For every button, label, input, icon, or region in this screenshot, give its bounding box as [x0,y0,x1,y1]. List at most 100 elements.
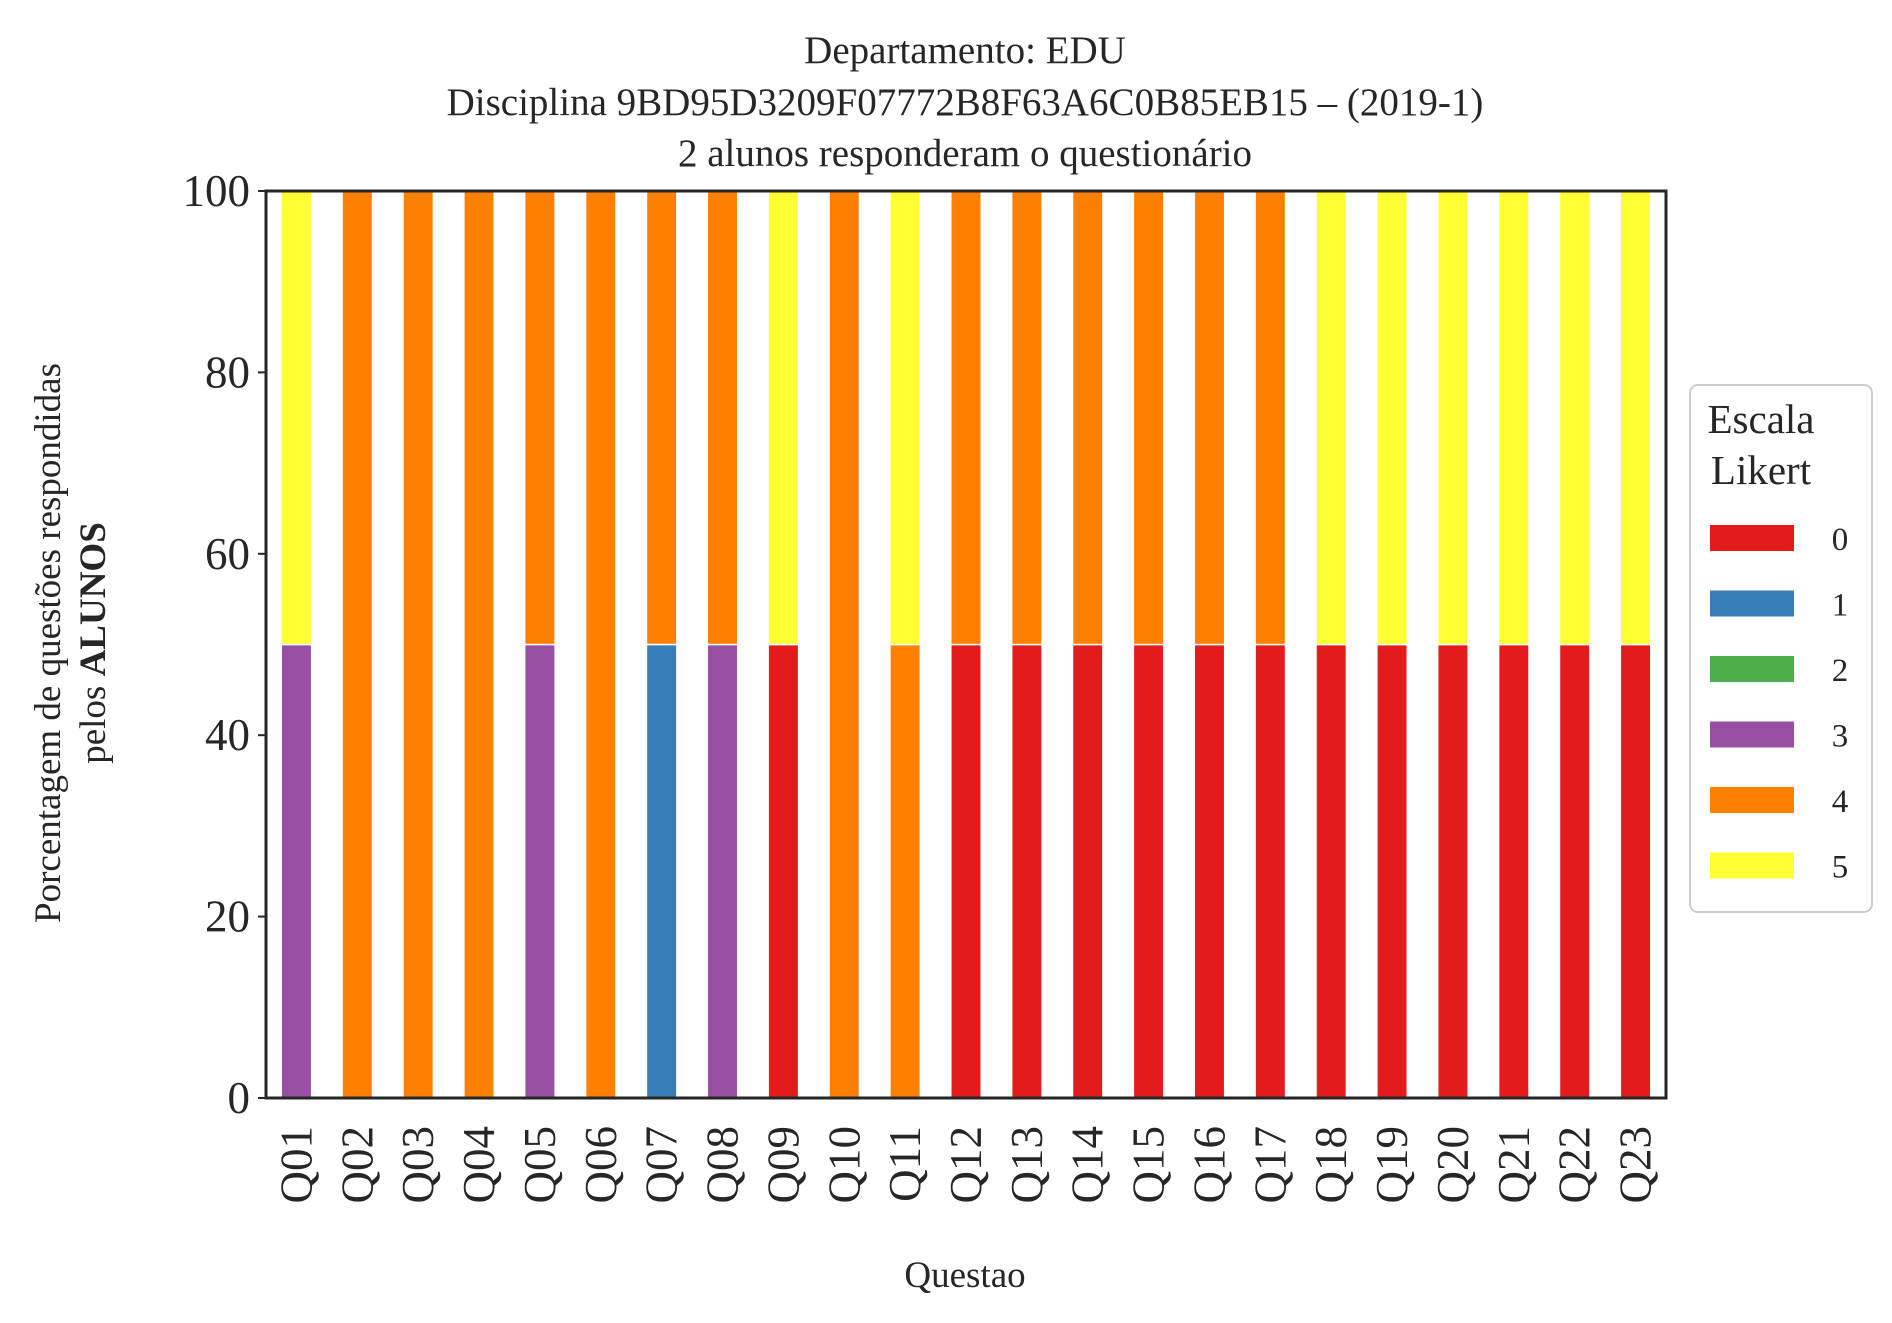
bar-q18-level-0 [1315,643,1348,1099]
legend-label-0: 0 [1832,522,1849,558]
legend-title-line-1: Escala [1708,396,1815,442]
legend-swatch-4 [1710,787,1794,813]
x-tick-label: Q08 [698,1126,748,1204]
bar-q01-level-5 [280,190,313,646]
bar-q22-level-0 [1558,643,1591,1099]
bar-q22-level-5 [1558,190,1591,646]
bar-q18-level-5 [1315,190,1348,646]
chart-title-line-2: Disciplina 9BD95D3209F07772B8F63A6C0B85E… [447,81,1484,124]
chart-title-line-1: Departamento: EDU [804,29,1126,72]
legend-swatch-2 [1710,656,1794,682]
legend-box [1689,384,1873,913]
x-tick-label: Q19 [1367,1126,1417,1204]
y-tick-label: 60 [205,529,250,579]
legend-swatch-3 [1710,721,1794,748]
x-tick-group: Q01 Q02 Q03 Q04 Q05 Q06 Q07 Q08 Q09 Q10 Q11 Q12 Q13 Q… [271,1126,1660,1204]
x-tick-label: Q17 [1245,1126,1295,1204]
y-axis-label-prefix: pelos [73,676,114,763]
x-tick-label: Q16 [1184,1126,1234,1204]
bar-q11-level-5 [889,190,922,646]
bar-q16-level-0 [1193,643,1226,1099]
y-axis-label-bold: ALUNOS [73,522,114,676]
bar-q16-level-4 [1193,190,1226,646]
bar-q20-level-0 [1436,643,1469,1099]
bar-q11-level-4 [889,643,922,1099]
bar-group [280,190,1652,1099]
x-tick-label: Q22 [1550,1126,1600,1204]
bar-q05-level-4 [523,190,556,646]
bar-q08-level-3 [706,643,739,1099]
bar-q07-level-1 [645,643,678,1099]
bar-q09-level-0 [767,643,800,1099]
bar-q14-level-0 [1071,643,1104,1099]
x-tick-label: Q02 [332,1126,382,1204]
bar-q17-level-0 [1254,643,1287,1099]
x-tick-label: Q03 [393,1126,443,1204]
bar-q19-level-5 [1376,190,1409,646]
bar-q19-level-0 [1376,643,1409,1099]
x-tick-label: Q07 [637,1126,687,1204]
y-tick-group: 0 20 40 60 80 100 [183,166,266,1123]
bar-q06-level-4 [584,190,617,1099]
bar-q12-level-0 [950,643,982,1099]
x-tick-label: Q14 [1063,1126,1113,1204]
y-tick-label: 100 [183,166,251,216]
bar-q20-level-5 [1436,190,1469,646]
bar-q21-level-0 [1497,643,1530,1099]
bar-q07-level-4 [645,190,678,646]
bar-q15-level-0 [1132,643,1165,1099]
legend-label-2: 2 [1832,653,1849,689]
x-tick-label: Q09 [758,1126,808,1204]
bar-q03-level-4 [402,190,435,1099]
bar-q10-level-4 [828,190,861,1099]
x-tick-label: Q12 [941,1126,991,1204]
legend-label-4: 4 [1832,784,1849,820]
x-tick-label: Q23 [1611,1126,1661,1204]
x-tick-label: Q13 [1002,1126,1052,1204]
bar-q21-level-5 [1497,190,1530,646]
bar-q05-level-3 [523,643,556,1099]
bar-q23-level-0 [1619,643,1652,1099]
plot-frame [264,189,1668,1100]
x-axis-label: Questao [904,1255,1025,1296]
bar-q15-level-4 [1132,190,1165,646]
y-axis-label: Porcentagem de questões respondidas pelo… [28,363,114,923]
legend-swatch-1 [1710,590,1794,617]
bar-q08-level-4 [706,190,739,646]
bar-q13-level-0 [1010,643,1043,1099]
x-tick-label: Q04 [454,1126,504,1204]
legend-title-line-2: Likert [1711,447,1812,493]
legend-swatch-0 [1710,525,1794,551]
x-tick-label: Q10 [819,1126,869,1204]
legend-swatch-5 [1710,852,1794,879]
legend-items: 0 1 2 3 4 5 [1710,522,1848,886]
y-tick-label: 20 [205,892,250,942]
x-tick-label: Q11 [880,1126,930,1202]
x-tick-label: Q20 [1428,1126,1478,1204]
bar-q14-level-4 [1071,190,1104,646]
bar-q23-level-5 [1619,190,1652,646]
bar-q13-level-4 [1010,190,1043,646]
legend: Escala Likert 0 1 2 3 4 5 [1689,384,1873,913]
bar-q01-level-3 [280,643,313,1099]
x-tick-label: Q01 [271,1126,321,1204]
x-tick-label: Q21 [1489,1126,1539,1204]
bar-q17-level-4 [1254,190,1287,646]
bar-q09-level-5 [767,190,800,646]
legend-label-3: 3 [1832,719,1849,755]
x-tick-label: Q18 [1306,1126,1356,1204]
y-tick-label: 40 [205,710,250,760]
bar-q12-level-4 [950,190,982,646]
bar-q04-level-4 [463,190,496,1099]
chart-title-line-3: 2 alunos responderam o questionário [678,132,1252,175]
legend-label-1: 1 [1832,588,1849,624]
bar-q02-level-4 [341,190,374,1099]
y-axis-label-line-2: pelos ALUNOS [73,522,114,764]
x-tick-label: Q05 [515,1126,565,1204]
x-tick-label: Q15 [1124,1126,1174,1204]
y-axis-label-line-1: Porcentagem de questões respondidas [28,363,69,923]
legend-label-5: 5 [1832,850,1849,886]
y-tick-label: 80 [205,347,250,397]
